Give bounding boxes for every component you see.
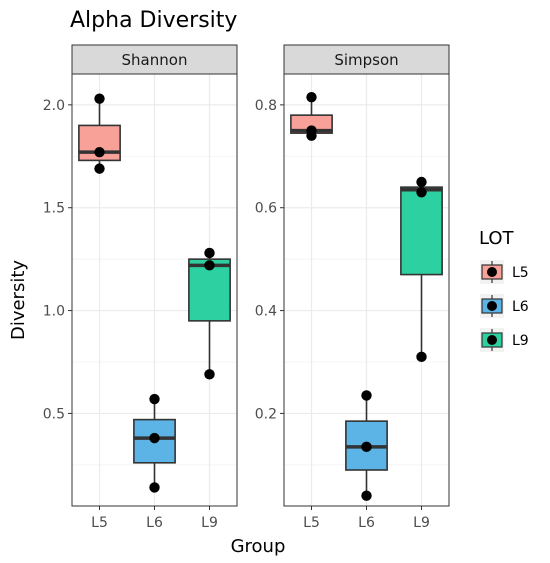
x-tick-label: L9 — [413, 515, 430, 531]
x-tick-label: L5 — [303, 515, 320, 531]
legend-key-point — [487, 301, 497, 311]
y-tick-label: 0.2 — [255, 406, 277, 422]
x-axis-title: Group — [231, 536, 286, 557]
legend-title: LOT — [479, 228, 515, 249]
data-point-l6 — [361, 441, 372, 453]
y-tick-label: 0.6 — [255, 201, 277, 217]
data-point-l5 — [306, 130, 317, 141]
data-point-l6 — [149, 393, 160, 405]
data-point-l9 — [416, 176, 427, 188]
legend-label-l9: L9 — [512, 333, 529, 349]
strip-background — [71, 44, 238, 75]
strip-background — [283, 44, 450, 75]
data-point-l9 — [416, 351, 427, 363]
data-point-l9 — [204, 260, 215, 271]
y-tick-label: 2.0 — [43, 98, 65, 114]
data-point-l5 — [306, 91, 317, 103]
y-axis-title: Diversity — [8, 260, 29, 340]
y-tick-label: 1.0 — [43, 304, 65, 320]
legend-key-point — [487, 267, 497, 277]
x-tick-label: L9 — [201, 515, 218, 531]
data-point-l9 — [416, 187, 427, 198]
data-point-l5 — [94, 163, 105, 174]
x-tick-label: L5 — [91, 515, 108, 531]
data-point-l6 — [149, 482, 160, 493]
x-tick-label: L6 — [358, 515, 375, 531]
data-point-l5 — [94, 146, 105, 158]
y-tick-label: 1.5 — [43, 201, 65, 217]
data-point-l9 — [204, 369, 215, 380]
panel-border — [283, 73, 450, 507]
strip-label: Shannon — [122, 51, 188, 69]
legend-key-point — [487, 335, 497, 345]
panel-shannon: Shannon 0.5 1.0 1.5 2.0 L5 L6 L9 — [43, 44, 238, 531]
chart-title: Alpha Diversity — [70, 8, 237, 33]
y-tick-label: 0.4 — [255, 304, 277, 320]
x-tick-label: L6 — [146, 515, 163, 531]
data-point-l9 — [204, 247, 215, 259]
facet-panels: Shannon 0.5 1.0 1.5 2.0 L5 L6 L9 Simpson 0.2 0.4 0.… — [43, 44, 450, 531]
y-tick-label: 0.5 — [43, 406, 65, 422]
data-point-l5 — [94, 93, 105, 104]
legend-label-l5: L5 — [512, 265, 529, 281]
legend-label-l6: L6 — [512, 299, 529, 315]
strip-label: Simpson — [334, 51, 398, 69]
data-point-l6 — [149, 432, 160, 444]
box-l9 — [400, 186, 443, 276]
legend: LOT L5 L6 L9 — [479, 228, 529, 352]
panel-border — [71, 73, 238, 507]
panel-simpson: Simpson 0.2 0.4 0.6 0.8 L5 L6 L9 — [255, 44, 450, 531]
y-tick-label: 0.8 — [255, 98, 277, 114]
data-point-l6 — [361, 490, 372, 501]
data-point-l6 — [361, 390, 372, 401]
